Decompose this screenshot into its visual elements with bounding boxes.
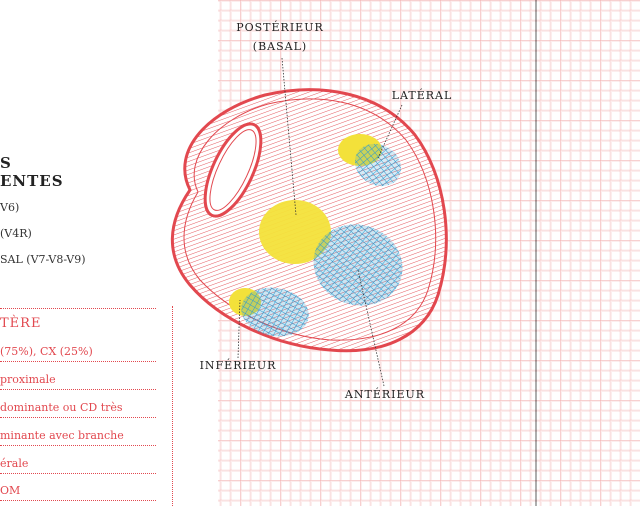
label-anterior: ANTÉRIEUR [344, 388, 426, 401]
lead-row: SAL (V7-V8-V9) [0, 253, 86, 266]
inferior-zone [241, 287, 309, 337]
label-inferior: INFÉRIEUR [199, 359, 277, 372]
leader-lines [237, 57, 403, 387]
lead-row: (V4R) [0, 227, 32, 240]
artery-column-rule [172, 306, 173, 506]
artery-row: proximale [0, 373, 156, 390]
territories [229, 134, 403, 337]
lead-row: V6) [0, 201, 20, 214]
artery-row: (75%), CX (25%) [0, 345, 156, 362]
label-basal: (BASAL) [252, 40, 308, 53]
artery-row: dominante ou CD très [0, 401, 156, 418]
artery-divider [0, 308, 156, 309]
heading-line-2: ENTES [0, 172, 64, 190]
artery-row: OM [0, 484, 156, 501]
anterior-zone [313, 224, 403, 306]
artery-row: minante avec branche [0, 429, 156, 446]
heading-line-1: S [0, 154, 12, 172]
artery-row: érale [0, 457, 156, 474]
label-lateral: LATÉRAL [391, 89, 453, 102]
artery-title: TÈRE [0, 316, 42, 331]
label-posterior: POSTÉRIEUR [236, 21, 324, 34]
posterior-zone [259, 200, 331, 264]
lateral-zone [354, 143, 402, 187]
